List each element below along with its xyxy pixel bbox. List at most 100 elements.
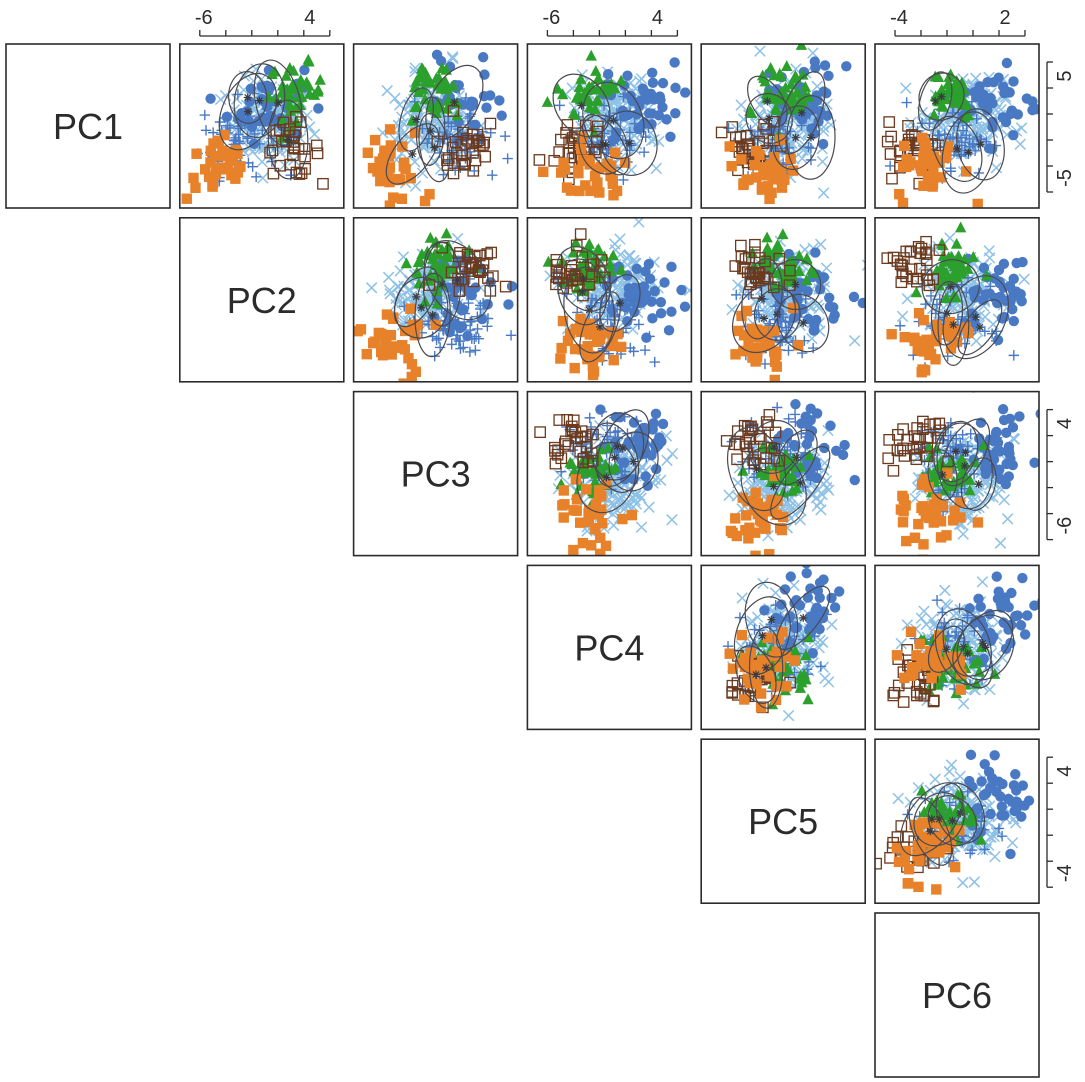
centroid-marker <box>596 322 605 331</box>
point <box>645 88 657 100</box>
point <box>764 193 775 205</box>
point <box>467 164 480 177</box>
point <box>817 138 829 150</box>
point <box>749 624 760 635</box>
centroid-marker <box>438 280 447 289</box>
point <box>777 228 789 240</box>
point <box>884 160 896 172</box>
point <box>781 60 793 71</box>
point <box>655 308 667 319</box>
point <box>602 68 614 80</box>
point <box>217 145 228 156</box>
point <box>756 181 768 193</box>
point <box>649 285 660 297</box>
point <box>207 181 218 192</box>
point <box>683 284 692 297</box>
scatter-panel-pc6-vs-pc1 <box>874 43 1040 209</box>
confidence-ellipse <box>740 447 807 526</box>
point <box>972 517 984 528</box>
point <box>996 652 1009 664</box>
point <box>902 119 914 132</box>
confidence-ellipse <box>599 274 641 333</box>
point <box>751 309 762 320</box>
point <box>1004 413 1016 424</box>
panel-frame <box>179 217 345 383</box>
point <box>946 250 958 262</box>
point <box>553 414 566 426</box>
point <box>291 102 303 114</box>
confidence-ellipse <box>960 457 997 511</box>
point <box>930 354 941 365</box>
point <box>533 154 546 166</box>
point <box>894 258 907 271</box>
point <box>575 425 588 438</box>
point <box>591 244 603 256</box>
point <box>503 299 514 310</box>
point <box>739 652 751 664</box>
point <box>741 510 752 521</box>
point <box>1029 457 1039 468</box>
point <box>406 114 418 126</box>
point <box>441 154 453 167</box>
point <box>412 86 425 97</box>
point <box>556 88 569 100</box>
point <box>419 93 431 105</box>
point <box>596 210 606 220</box>
centroid-marker <box>585 306 594 315</box>
point <box>757 657 769 669</box>
point <box>734 239 747 252</box>
point <box>594 187 605 198</box>
point <box>276 135 288 148</box>
point <box>768 506 779 517</box>
point <box>441 251 454 262</box>
point <box>831 445 842 456</box>
point <box>950 237 963 249</box>
point <box>794 600 806 611</box>
point <box>555 353 566 364</box>
point <box>811 314 822 326</box>
point <box>573 164 584 175</box>
confidence-ellipse <box>930 281 964 346</box>
point <box>277 114 289 126</box>
point <box>815 661 827 672</box>
point <box>643 258 655 270</box>
point <box>564 456 576 468</box>
point <box>810 62 821 73</box>
point <box>921 274 934 287</box>
confidence-ellipse <box>590 412 645 481</box>
point <box>967 251 979 262</box>
point <box>904 245 917 258</box>
point <box>646 67 658 78</box>
point <box>419 195 431 207</box>
point <box>783 413 794 424</box>
point <box>602 420 613 431</box>
point <box>792 499 805 511</box>
confidence-ellipse <box>748 419 800 474</box>
point <box>782 709 795 722</box>
point <box>577 537 589 549</box>
point <box>666 447 679 460</box>
point <box>735 99 747 111</box>
point <box>784 264 796 277</box>
point <box>968 468 980 480</box>
point <box>399 344 410 355</box>
point <box>384 288 396 300</box>
point <box>828 302 839 313</box>
point <box>443 282 455 293</box>
point <box>957 125 969 136</box>
point <box>612 328 623 340</box>
point <box>726 686 738 698</box>
point <box>301 109 313 122</box>
point <box>534 426 547 438</box>
confidence-ellipse <box>267 99 309 180</box>
point <box>959 472 971 484</box>
point <box>751 678 762 690</box>
panel-frame <box>700 564 867 731</box>
point <box>568 544 579 556</box>
point <box>587 428 599 441</box>
point <box>583 95 595 106</box>
point <box>400 163 411 175</box>
point <box>754 432 767 445</box>
confidence-ellipse <box>940 418 991 487</box>
point <box>769 152 780 163</box>
